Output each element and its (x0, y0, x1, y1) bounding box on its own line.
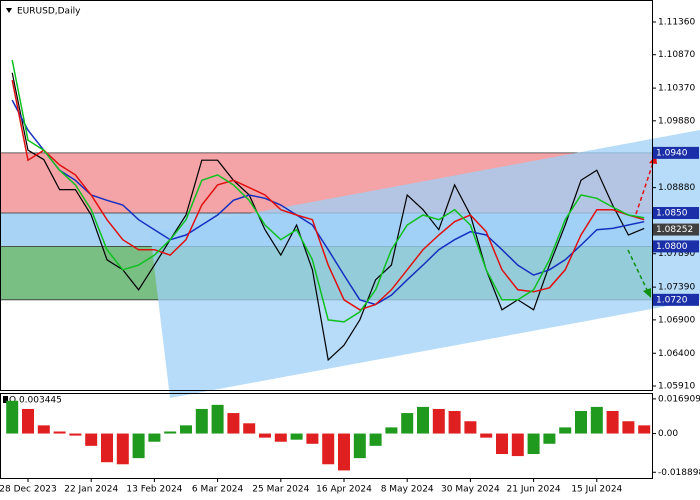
x-tick-label: 13 Feb 2024 (126, 485, 182, 495)
x-tick-label: 15 Jul 2024 (571, 485, 622, 495)
price-line (11, 72, 645, 362)
osc-bar (148, 433, 161, 442)
last-price-label: 1.08252 (656, 225, 693, 235)
level-label-box (653, 146, 699, 159)
level-label: 1.0800 (656, 242, 688, 252)
osc-title: O 0.003445 (9, 396, 62, 406)
y-tick-label: 1.06400 (658, 349, 695, 359)
level-label: 1.0850 (656, 209, 688, 219)
up-arrow (635, 159, 655, 215)
osc-frame (0, 393, 653, 479)
osc-bar (590, 406, 603, 434)
price-line (11, 59, 645, 323)
level-label-box (653, 293, 699, 306)
y-tick-label: 1.07890 (658, 249, 695, 259)
osc-bar (496, 433, 508, 455)
osc-tick-label: -0.018898 (658, 468, 700, 478)
osc-bar (116, 433, 129, 465)
osc-bar (227, 413, 240, 434)
y-tick-label: 1.08880 (658, 183, 695, 193)
osc-bar (432, 408, 445, 434)
level-label-box (653, 207, 699, 220)
osc-bar (290, 433, 303, 440)
osc-bar (575, 411, 587, 434)
osc-bar (37, 425, 50, 434)
osc-bar (448, 411, 461, 434)
level-label: 1.0720 (656, 295, 688, 305)
osc-bar (164, 431, 177, 434)
y-tick-label: 1.05910 (658, 381, 695, 391)
osc-bar (527, 433, 540, 455)
osc-bar (274, 433, 287, 442)
osc-tick-label: 0.00 (658, 429, 678, 439)
osc-bar (132, 433, 145, 459)
chart-title: EURUSD,Daily (17, 7, 81, 17)
osc-bar (559, 427, 572, 434)
y-tick-label: 1.11360 (658, 17, 695, 27)
y-tick-label: 1.09880 (658, 116, 695, 126)
y-tick-label: 1.07390 (658, 283, 695, 293)
osc-bar (417, 406, 429, 434)
osc-bar (306, 433, 319, 444)
x-tick-label: 28 Dec 2023 (0, 485, 57, 495)
osc-bar (195, 408, 208, 434)
osc-icon (3, 396, 8, 403)
plot (11, 59, 645, 362)
x-tick-label: 6 Mar 2024 (192, 485, 244, 495)
level-label: 1.0940 (656, 148, 688, 158)
y-tick-label: 1.10870 (658, 50, 695, 60)
osc-tick-label: 0.016909 (658, 394, 700, 404)
x-tick-label: 8 May 2024 (381, 485, 434, 495)
osc-bar (385, 427, 398, 434)
osc-bar (464, 421, 477, 434)
osc-bar (638, 425, 651, 434)
osc-bar (259, 433, 271, 438)
osc-bar (338, 433, 350, 471)
osc-bar (243, 423, 256, 434)
down-arrow (627, 249, 649, 293)
x-tick-label: 25 Mar 2024 (252, 485, 309, 495)
main-frame (0, 0, 653, 391)
osc-bar (69, 433, 82, 436)
osc-bar (543, 433, 556, 444)
y-tick-label: 1.06900 (658, 315, 695, 325)
osc-bar (511, 433, 524, 457)
osc-bar (101, 433, 113, 463)
x-tick-label: 21 Jun 2024 (507, 485, 561, 495)
osc-bar (211, 404, 224, 434)
osc-bar (180, 425, 192, 434)
osc-bar (401, 413, 414, 434)
osc-bar (322, 433, 335, 465)
osc-bar (53, 431, 66, 434)
osc-bar (369, 433, 382, 446)
osc-bar (606, 411, 619, 434)
last-price-box (653, 223, 699, 236)
x-tick-label: 30 May 2024 (441, 485, 500, 495)
osc-bar (6, 400, 19, 434)
x-tick-label: 16 Apr 2024 (316, 485, 372, 495)
price-line (11, 79, 645, 311)
osc-bar (22, 408, 34, 434)
down-arrow-head (643, 288, 651, 298)
level-label-box (653, 240, 699, 253)
y-tick-label: 1.10370 (658, 84, 695, 94)
price-line (11, 99, 645, 306)
osc-bar (480, 433, 493, 438)
osc-bar (353, 433, 366, 459)
menu-icon[interactable] (6, 8, 12, 13)
osc-bar (622, 421, 635, 434)
osc-bar (85, 433, 98, 446)
x-tick-label: 22 Jan 2024 (64, 485, 118, 495)
